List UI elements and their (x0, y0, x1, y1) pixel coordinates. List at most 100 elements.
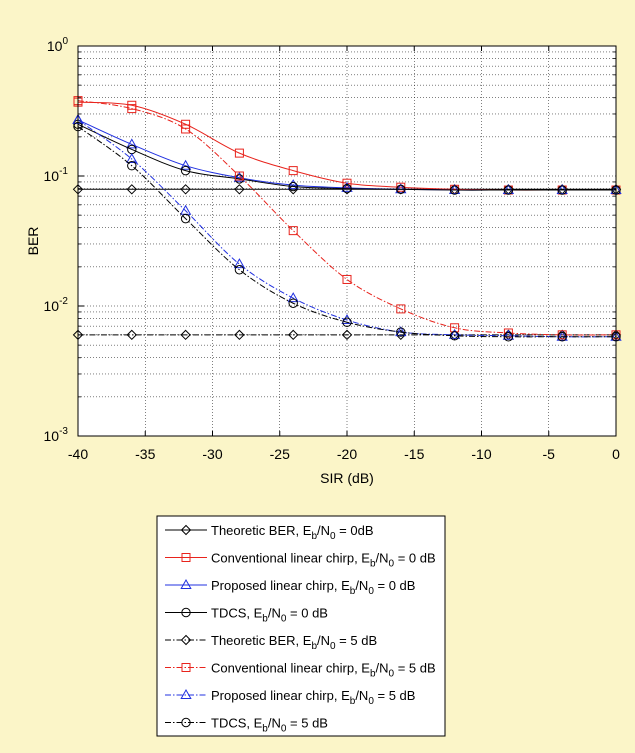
data-point (341, 314, 353, 325)
legend-marker (180, 578, 192, 589)
data-point (556, 184, 568, 195)
data-point (288, 298, 298, 308)
legend-marker (181, 663, 191, 672)
data-point (234, 329, 245, 341)
legend-label: Conventional linear chirp, Eb/N0 = 0 dB (211, 551, 436, 570)
data-point (557, 185, 567, 195)
legend-entry-3: TDCS, Eb/N0 = 0 dB (165, 606, 328, 625)
legend-label: Theoretic BER, Eb/N0 = 5 dB (211, 633, 377, 652)
series-line (77, 126, 616, 338)
x-tick-label: -20 (337, 446, 357, 462)
data-point (126, 138, 138, 149)
data-point (287, 329, 299, 341)
legend-marker (180, 634, 192, 646)
legend-entry-4: Theoretic BER, Eb/N0 = 5 dB (165, 633, 377, 652)
data-point (342, 183, 352, 194)
data-point (287, 292, 299, 303)
legend-box (156, 515, 446, 737)
data-point (448, 328, 461, 339)
data-point (449, 329, 460, 341)
data-point (181, 124, 191, 134)
legend-entry-0: Theoretic BER, Eb/N0 = 0dB (165, 523, 374, 542)
data-point (126, 329, 138, 341)
data-point (287, 179, 299, 190)
data-point (557, 332, 567, 342)
data-point (234, 171, 244, 181)
x-tick-label: -15 (404, 446, 424, 462)
legend-marker (181, 717, 191, 728)
series-6 (72, 113, 622, 341)
data-point (287, 184, 299, 195)
data-point (395, 183, 407, 194)
y-tick-label: 10-2 (44, 296, 69, 314)
legend: Theoretic BER, Eb/N0 = 0dB Conventional l… (156, 515, 446, 737)
data-point (233, 171, 246, 182)
data-point (396, 304, 406, 314)
data-point (556, 330, 568, 341)
legend-marker (180, 524, 192, 536)
data-point (503, 185, 514, 195)
x-tick-label: -40 (68, 446, 88, 462)
data-point (288, 181, 298, 192)
y-tick-label: 100 (47, 36, 69, 54)
data-point (502, 329, 515, 340)
legend-marker (180, 688, 192, 699)
data-point (342, 178, 352, 188)
legend-entry-2: Proposed linear chirp, Eb/N0 = 0 dB (165, 578, 415, 597)
legend-entry-7: TDCS, Eb/N0 = 5 dB (165, 716, 328, 735)
x-tick-label: -30 (202, 446, 222, 462)
data-point (233, 258, 246, 269)
legend-label: TDCS, Eb/N0 = 0 dB (211, 606, 328, 625)
data-point (234, 184, 245, 195)
legend-label: Theoretic BER, Eb/N0 = 0dB (211, 523, 374, 542)
grid-lines (78, 46, 616, 436)
data-point (288, 166, 298, 176)
series-3 (73, 119, 621, 195)
legend-entry-6: Proposed linear chirp, Eb/N0 = 5 dB (165, 688, 415, 707)
data-point (126, 153, 138, 164)
legend-label: Conventional linear chirp, Eb/N0 = 5 dB (211, 661, 436, 680)
data-point (341, 181, 353, 192)
data-point (502, 184, 515, 195)
legend-label: Proposed linear chirp, Eb/N0 = 0 dB (211, 578, 415, 597)
data-point (234, 265, 245, 275)
data-point (288, 226, 298, 236)
data-point (448, 184, 461, 195)
data-point (449, 185, 460, 195)
series-line (77, 100, 617, 336)
data-point (395, 326, 407, 337)
x-tick-label: -35 (135, 446, 155, 462)
axis-ticks: -40 -35 -30 -25 -20 -15 -10 -5 0 100 10-1 10-2 10-3 (44, 36, 621, 462)
series-layer (72, 96, 622, 342)
data-point (342, 274, 352, 284)
x-tick-label: -25 (270, 446, 290, 462)
legend-entry-1: Conventional linear chirp, Eb/N0 = 0 dB (165, 551, 436, 570)
legend-marker (181, 553, 191, 562)
data-point (503, 332, 514, 342)
data-point (180, 184, 191, 195)
data-point (396, 327, 406, 337)
data-point (180, 165, 191, 176)
data-point (181, 119, 191, 129)
data-point (449, 331, 460, 341)
data-point (126, 184, 138, 195)
legend-marker (181, 607, 191, 618)
legend-entry-5: Conventional linear chirp, Eb/N0 = 5 dB (165, 661, 436, 680)
data-point (179, 159, 192, 170)
data-point (396, 184, 406, 195)
data-point (180, 213, 191, 224)
x-tick-label: -5 (543, 446, 556, 462)
data-point (234, 148, 244, 158)
series-line (77, 119, 617, 338)
y-tick-label: 10-3 (44, 426, 69, 444)
legend-label: TDCS, Eb/N0 = 5 dB (211, 716, 328, 735)
legend-label: Proposed linear chirp, Eb/N0 = 5 dB (211, 688, 415, 707)
y-axis-label: BER (25, 227, 41, 256)
x-axis-label: SIR (dB) (320, 470, 374, 486)
data-point (180, 329, 191, 341)
data-point (127, 104, 137, 114)
data-point (341, 329, 353, 341)
data-point (342, 317, 352, 327)
series-line (77, 123, 616, 191)
